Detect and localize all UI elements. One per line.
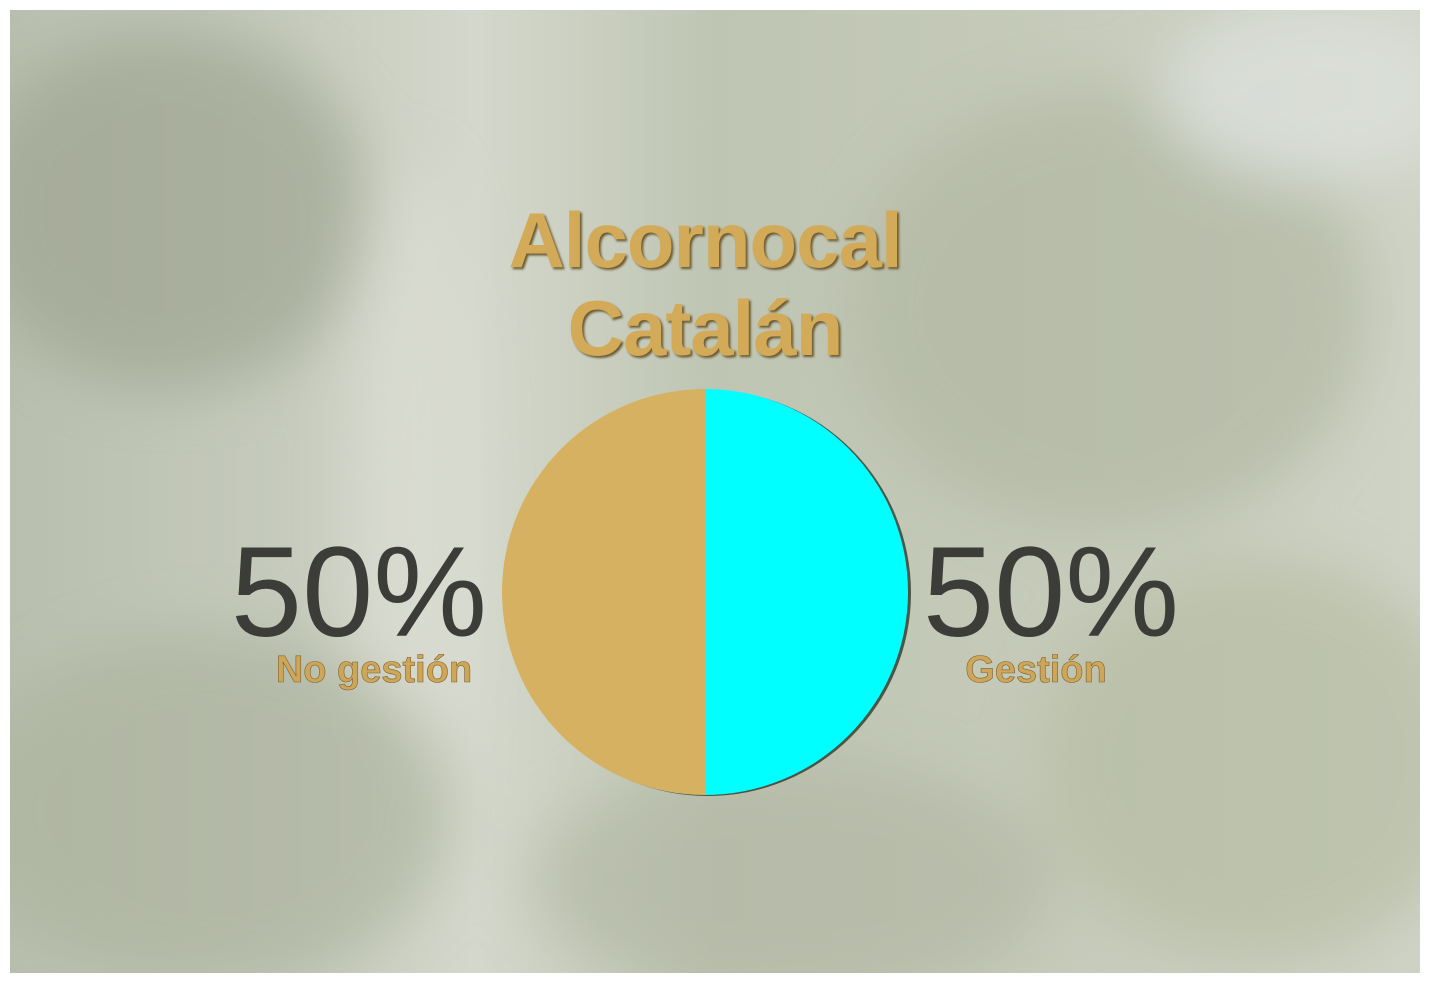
value-label: 50% — [231, 521, 487, 664]
pie-slice — [502, 389, 705, 795]
category-label: No gestión — [276, 649, 472, 691]
chart: 50%No gestión50%Gestión — [0, 0, 1430, 981]
chart-title: Alcornocal Catalán — [455, 196, 955, 372]
category-label: Gestión — [965, 649, 1106, 691]
value-label: 50% — [923, 521, 1179, 664]
pie-slice — [705, 389, 908, 795]
slide: 50%No gestión50%Gestión Alcornocal Catal… — [0, 0, 1430, 981]
